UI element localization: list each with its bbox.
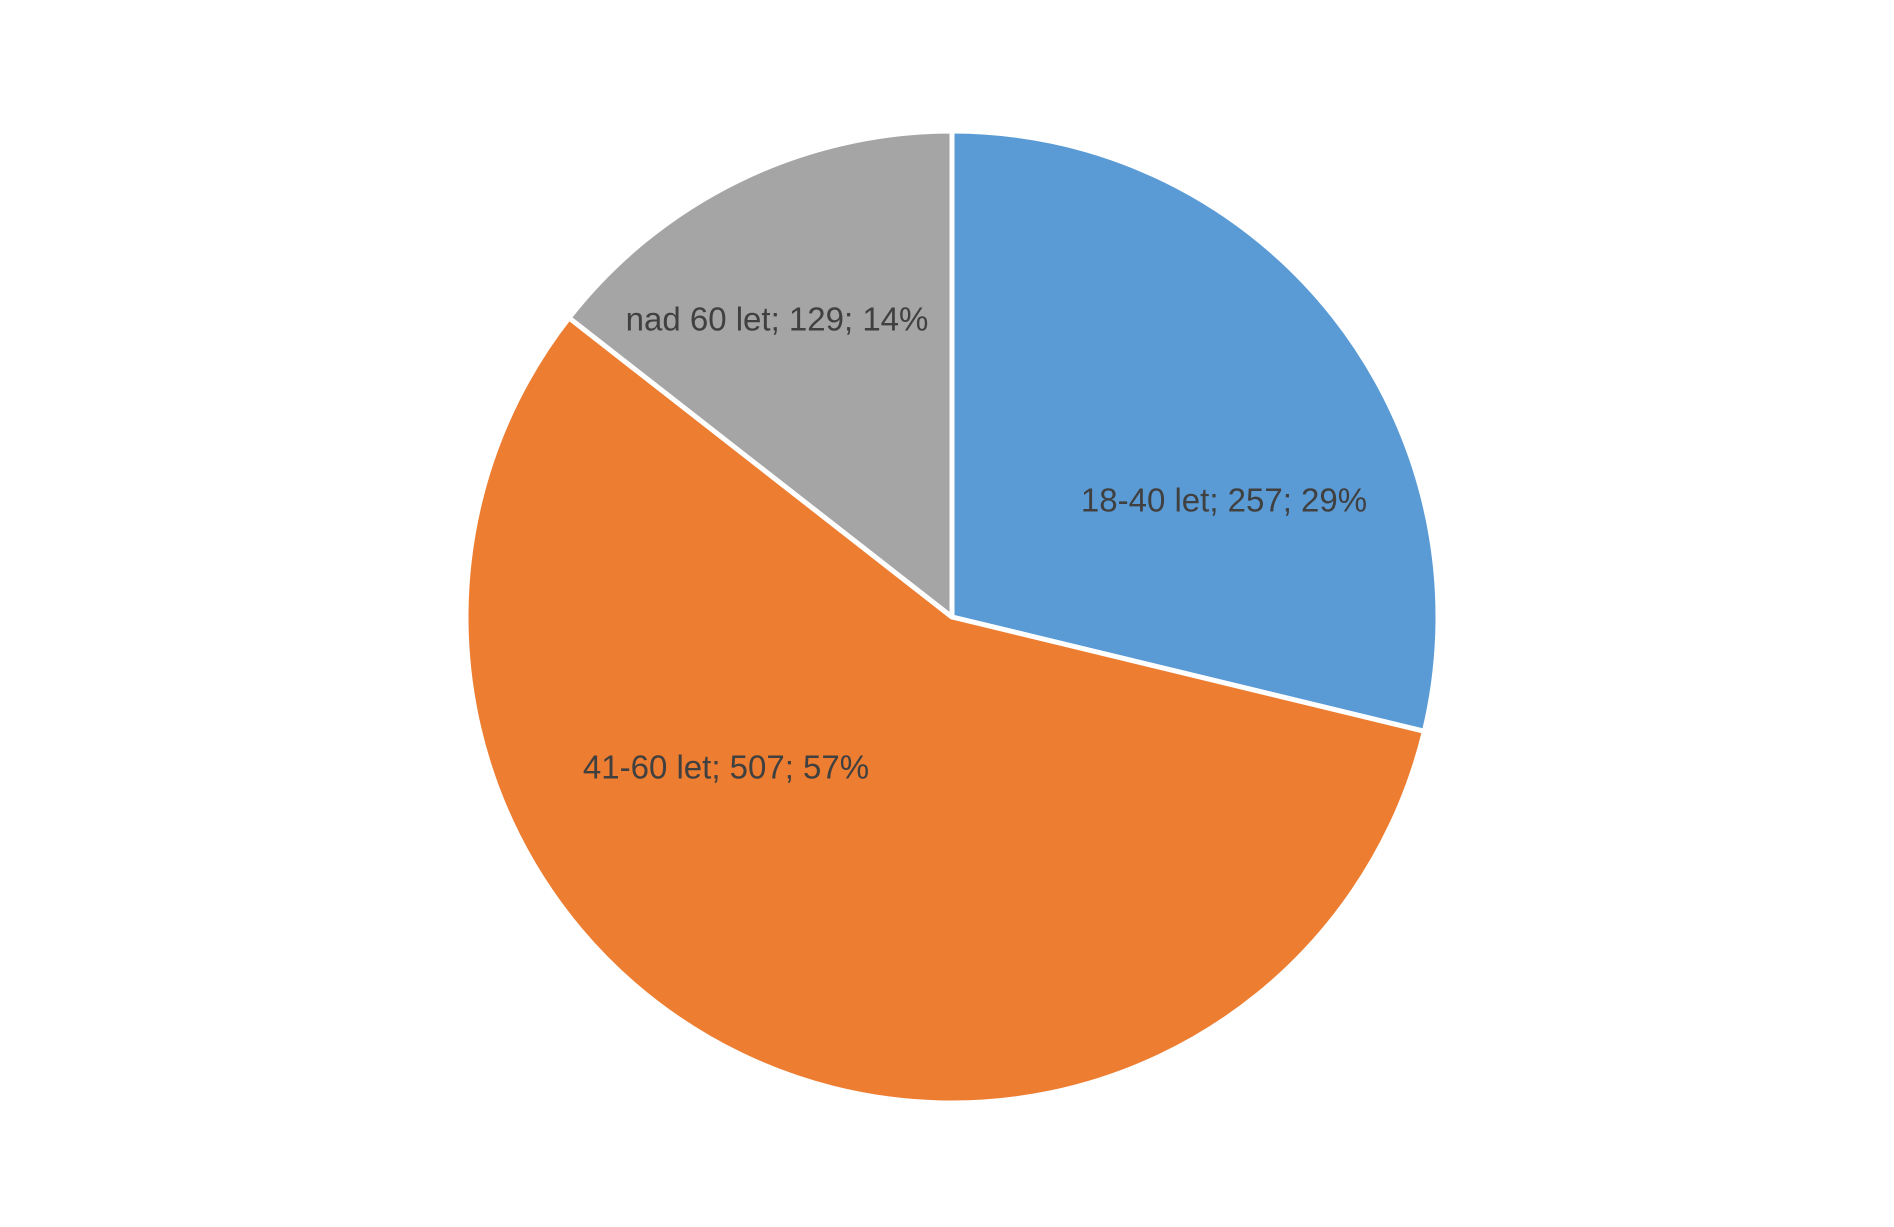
data-label: 18-40 let; 257; 29% bbox=[1081, 482, 1367, 519]
data-label: nad 60 let; 129; 14% bbox=[626, 301, 929, 338]
pie-slice bbox=[463, 315, 1427, 1106]
pie-slice bbox=[949, 128, 1441, 734]
pie-slice bbox=[566, 128, 955, 620]
data-label: 41-60 let; 507; 57% bbox=[583, 749, 869, 786]
